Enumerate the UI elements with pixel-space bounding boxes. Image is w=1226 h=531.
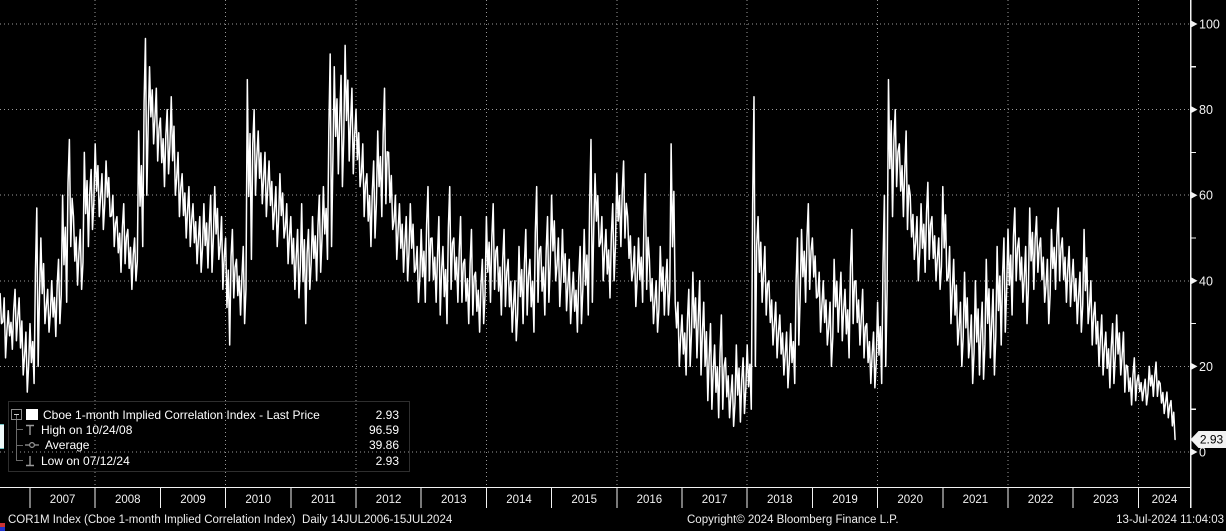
- x-year-label-2023: 2023: [1093, 494, 1119, 506]
- y-tick-label-80: 80: [1199, 103, 1213, 117]
- y-tick-label-100: 100: [1199, 18, 1220, 32]
- y-major-tick-0: [1191, 448, 1198, 456]
- legend-row-low[interactable]: Low on 07/12/24 2.93: [9, 453, 409, 468]
- line-color-swatch-icon: [26, 409, 38, 420]
- x-year-label-2017: 2017: [702, 494, 728, 506]
- window-corner-icon: [0, 523, 5, 531]
- x-year-label-2021: 2021: [963, 494, 989, 506]
- legend-box[interactable]: Cboe 1-month Implied Correlation Index -…: [8, 401, 410, 472]
- price-line: [0, 37, 1176, 441]
- ticker-description-text: COR1M Index (Cboe 1-month Implied Correl…: [8, 514, 453, 526]
- y-major-tick-40: [1191, 277, 1198, 285]
- x-year-label-2007: 2007: [50, 494, 76, 506]
- legend-series-label: Cboe 1-month Implied Correlation Index -…: [43, 407, 320, 422]
- x-year-label-2012: 2012: [376, 494, 402, 506]
- legend-high-label: High on 10/24/08: [41, 422, 133, 437]
- status-bar: COR1M Index (Cboe 1-month Implied Correl…: [0, 511, 1226, 531]
- legend-average-value: 39.86: [368, 437, 399, 452]
- x-axis: 2007 2008 2009 2010 2011 2012 2013 2014 2015 2016…: [0, 486, 1192, 508]
- y-tick-label-20: 20: [1199, 360, 1213, 374]
- legend-row-average[interactable]: Average 39.86: [9, 437, 409, 452]
- timestamp-text: 13-Jul-2024 11:04:03: [1116, 514, 1224, 526]
- last-price-badge: [1190, 430, 1226, 448]
- legend-row-last-price[interactable]: Cboe 1-month Implied Correlation Index -…: [9, 407, 409, 422]
- x-year-label-2014: 2014: [506, 494, 532, 506]
- x-year-label-2011: 2011: [311, 494, 336, 506]
- last-price-badge-text: 2.93: [1200, 433, 1224, 447]
- legend-last-price-value: 2.93: [375, 407, 399, 422]
- collapse-box-icon[interactable]: [11, 409, 22, 420]
- x-year-label-2024: 2024: [1152, 494, 1178, 506]
- x-year-label-2016: 2016: [637, 494, 663, 506]
- x-year-label-2009: 2009: [180, 494, 206, 506]
- y-axis: 0 20 40 60 80 100 2.93: [1189, 0, 1226, 508]
- average-marker-icon: [25, 441, 39, 448]
- y-major-tick-80: [1191, 106, 1198, 114]
- y-major-tick-20: [1191, 362, 1198, 370]
- legend-row-high[interactable]: High on 10/24/08 96.59: [9, 422, 409, 437]
- y-tick-label-0: 0: [1199, 446, 1206, 460]
- y-tick-label-40: 40: [1199, 274, 1213, 288]
- x-year-label-2010: 2010: [245, 494, 271, 506]
- left-edge-drag-handle[interactable]: [0, 424, 4, 449]
- x-year-label-2022: 2022: [1028, 494, 1054, 506]
- x-year-label-2020: 2020: [897, 494, 923, 506]
- legend-low-label: Low on 07/12/24: [41, 453, 130, 468]
- y-tick-label-60: 60: [1199, 189, 1213, 203]
- legend-low-value: 2.93: [375, 453, 399, 468]
- y-major-tick-100: [1191, 20, 1198, 28]
- x-year-label-2015: 2015: [571, 494, 597, 506]
- x-year-label-2008: 2008: [115, 494, 141, 506]
- horizontal-gridlines: [0, 23, 1190, 453]
- y-major-tick-60: [1191, 191, 1198, 199]
- copyright-text: Copyright© 2024 Bloomberg Finance L.P.: [687, 514, 899, 526]
- legend-tree-line: [16, 415, 17, 461]
- x-year-label-2019: 2019: [832, 494, 858, 506]
- x-year-label-2018: 2018: [767, 494, 793, 506]
- legend-high-value: 96.59: [368, 422, 399, 437]
- x-year-label-2013: 2013: [441, 494, 467, 506]
- legend-average-label: Average: [45, 437, 90, 452]
- low-marker-icon: [26, 455, 34, 466]
- high-marker-icon: [26, 424, 34, 435]
